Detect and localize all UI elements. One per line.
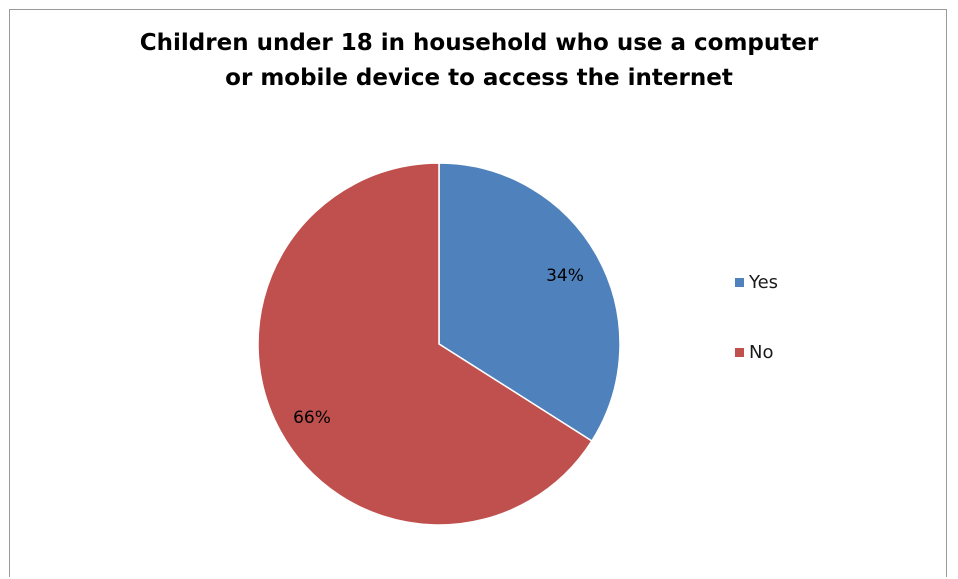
legend-swatch-no [735,347,744,357]
legend-label-yes: Yes [749,271,779,293]
chart-legend: Yes No [735,268,778,408]
data-label-no: 66% [293,408,331,428]
legend-item-no: No [735,338,778,366]
legend-label-no: No [749,341,774,363]
chart-title-line-1: Children under 18 in household who use a… [139,30,819,56]
legend-item-yes: Yes [735,268,778,296]
pie-data-labels: 34% 66% [293,266,584,428]
pie-slice-yes [438,162,621,443]
chart-title: Children under 18 in household who use a… [0,26,958,96]
data-label-yes: 34% [546,266,584,286]
pie-slices [257,162,621,526]
chart-title-line-2: or mobile device to access the internet [225,65,733,91]
legend-swatch-yes [735,277,744,287]
pie-slice-no [257,162,593,526]
